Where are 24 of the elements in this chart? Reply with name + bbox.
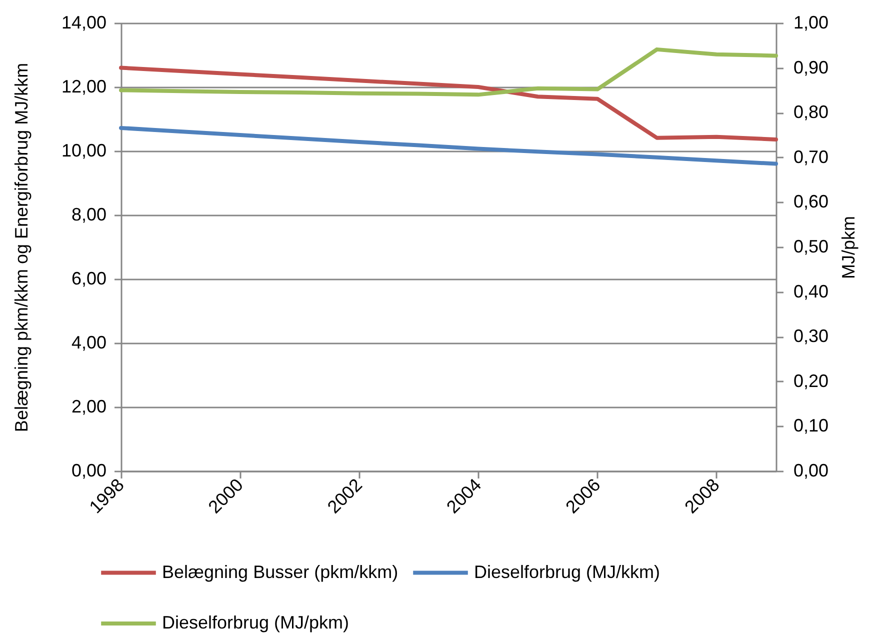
y2-tick-label: 0,50 — [794, 236, 829, 256]
y2-tick-label: 0,80 — [794, 102, 829, 122]
y2-tick-label: 0,00 — [794, 460, 829, 480]
y-tick-label: 10,00 — [61, 140, 106, 160]
legend-label: Dieselforbrug (MJ/kkm) — [474, 562, 660, 582]
y2-tick-label: 0,20 — [794, 370, 829, 391]
y-axis-title: Belægning pkm/kkm og Energiforbrug MJ/kkm — [11, 62, 32, 432]
y2-tick-label: 0,60 — [794, 192, 829, 212]
y2-tick-label: 0,40 — [794, 281, 829, 302]
y-tick-label: 12,00 — [61, 76, 106, 96]
y2-tick-label: 0,90 — [794, 57, 829, 78]
y-tick-label: 2,00 — [71, 396, 106, 416]
y2-tick-label: 0,10 — [794, 416, 829, 436]
y2-tick-label: 1,00 — [794, 12, 829, 32]
y-tick-label: 4,00 — [71, 332, 106, 352]
y2-axis-title: MJ/pkm — [838, 216, 859, 279]
y2-tick-label: 0,30 — [794, 326, 829, 346]
legend-label: Dieselforbrug (MJ/pkm) — [162, 612, 350, 632]
y-tick-label: 0,00 — [71, 460, 106, 480]
y-tick-label: 14,00 — [61, 12, 106, 32]
y-tick-label: 6,00 — [71, 268, 106, 288]
y-tick-label: 8,00 — [71, 204, 106, 224]
legend-label: Belægning Busser (pkm/kkm) — [162, 562, 398, 582]
y2-tick-label: 0,70 — [794, 146, 829, 167]
